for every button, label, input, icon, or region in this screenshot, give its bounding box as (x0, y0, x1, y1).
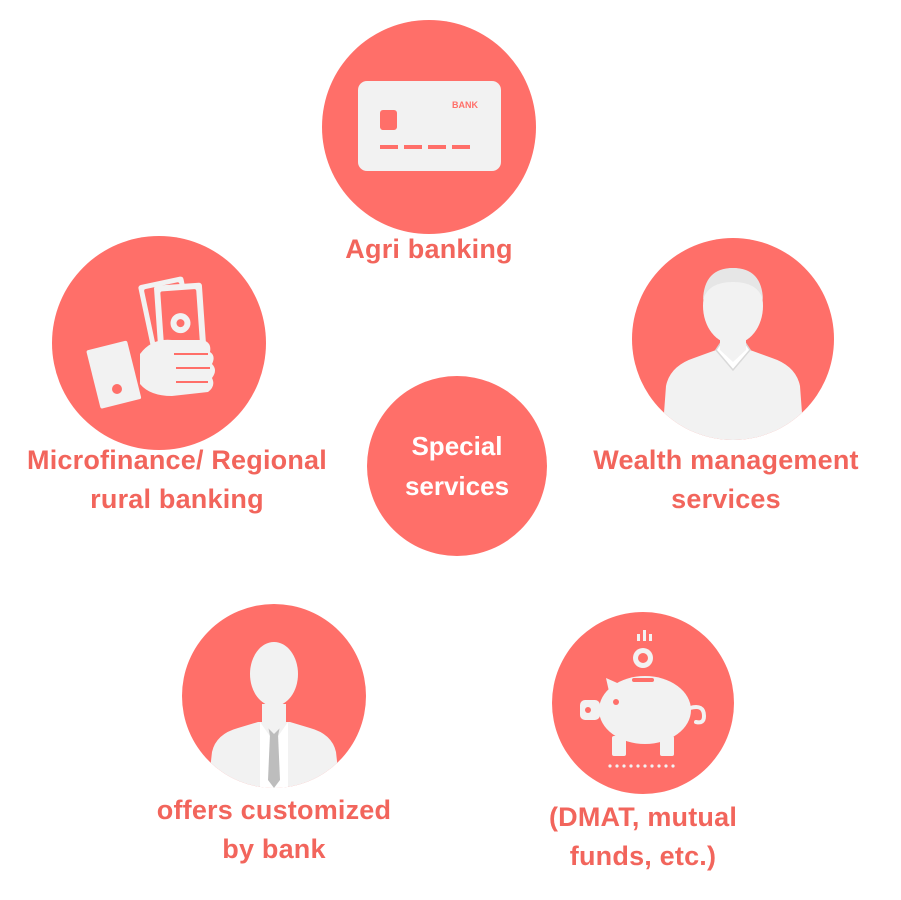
center-title-line2: services (404, 471, 510, 501)
businessman-avatar-icon (208, 642, 340, 788)
hand-holding-money-icon (86, 276, 215, 409)
microfinance-circle (52, 236, 266, 450)
card-bank-text: BANK (452, 100, 478, 110)
dmat-mutual-funds-label: (DMAT, mutual funds, etc.) (548, 802, 738, 871)
agri-banking-circle: BANK (322, 20, 536, 234)
center-title-line1: Special (411, 431, 503, 461)
piggy-bank-icon (580, 630, 707, 768)
microfinance-label: Microfinance/ Regional rural banking (27, 445, 327, 514)
special-services-circle: Special services (367, 376, 547, 556)
offers-customized-label: offers customized by bank (156, 795, 392, 864)
person-avatar-icon (662, 268, 804, 440)
bank-card-icon: BANK (358, 81, 501, 171)
wealth-management-label: Wealth management services (593, 445, 859, 514)
offers-customized-circle (182, 604, 366, 788)
agri-banking-label: Agri banking (345, 234, 513, 264)
dmat-mutual-funds-circle (552, 612, 734, 794)
wealth-management-circle (632, 238, 834, 440)
